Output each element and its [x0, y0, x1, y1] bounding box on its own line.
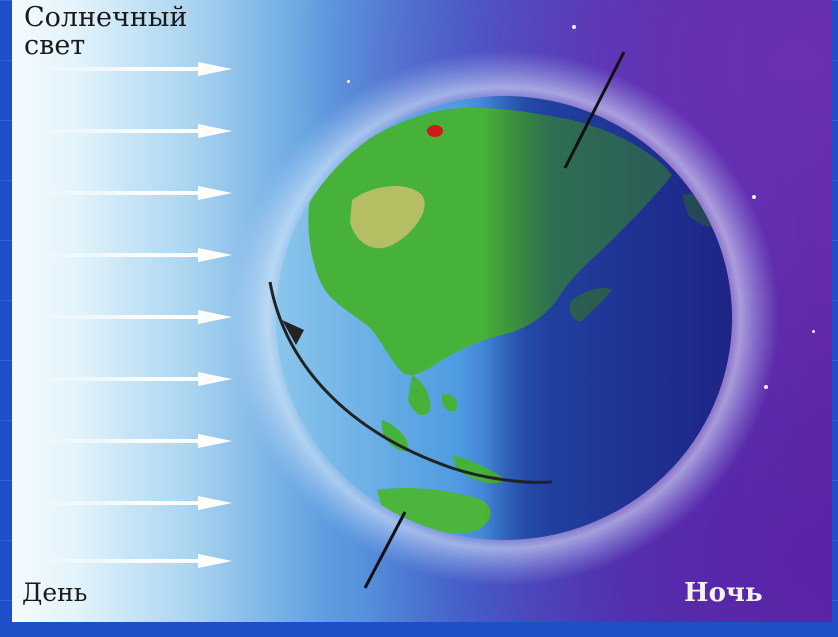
sun-ray-arrow-icon [32, 554, 232, 568]
sun-ray-arrow-icon [32, 248, 232, 262]
sunlight-title: Солнечный свет [24, 4, 187, 60]
location-dot [427, 125, 443, 137]
rotation-arc [268, 281, 553, 484]
earth-axis-bottom [363, 511, 407, 589]
star [572, 25, 576, 29]
earth-day-night-illustration: Солнечный свет День Ночь [12, 0, 832, 622]
earth-globe [229, 50, 779, 589]
sun-ray-arrow-icon [32, 372, 232, 386]
sunlight-title-line-1: Солнечный [24, 2, 188, 33]
star [347, 80, 350, 83]
night-shade [276, 96, 732, 540]
sun-ray-arrow-icon [32, 62, 232, 76]
sun-ray-arrow-icon [32, 434, 232, 448]
sun-ray-arrow-icon [32, 124, 232, 138]
star [812, 330, 815, 333]
rotation-arrowhead-icon [282, 320, 304, 345]
sun-ray-arrow-icon [32, 186, 232, 200]
night-label: Ночь [684, 578, 763, 608]
star [752, 195, 756, 199]
day-label: День [22, 578, 88, 607]
earth-axis-top [563, 51, 626, 169]
sun-ray-arrow-icon [32, 496, 232, 510]
sunlight-title-line-2: свет [24, 30, 86, 61]
sun-ray-arrow-icon [32, 310, 232, 324]
